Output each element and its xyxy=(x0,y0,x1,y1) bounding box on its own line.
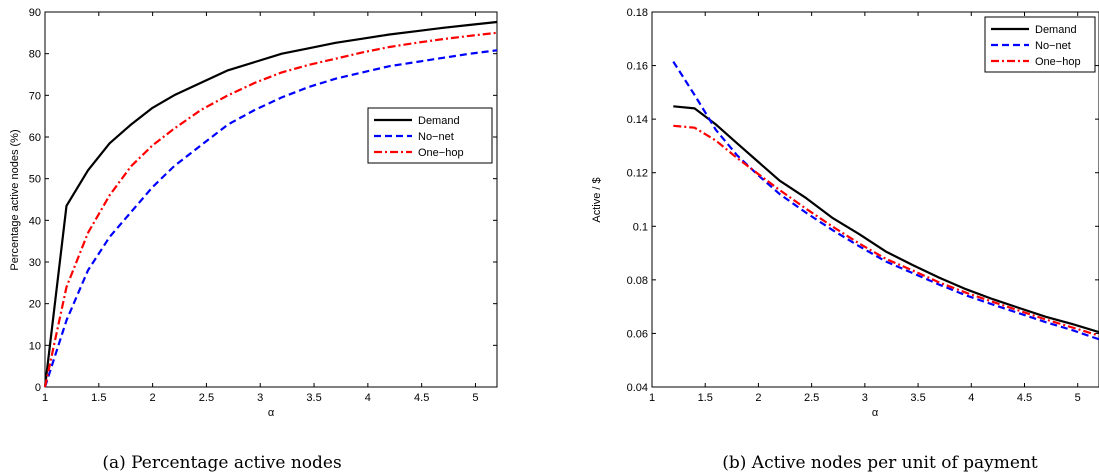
chart-panel-b: 1 1.5 2 2.5 3 3.5 4 4.5 5 0.04 0.06 0.08 0.1 0.12 0.14… xyxy=(591,7,1099,473)
x-tick-label: 1.5 xyxy=(698,392,713,404)
x-tick-label: 5 xyxy=(472,392,478,404)
y-tick-label: 0.14 xyxy=(627,114,648,126)
legend-label: Demand xyxy=(1035,24,1077,36)
series-line-one-hop xyxy=(43,31,498,388)
legend-a: Demand No−net One−hop xyxy=(367,107,493,164)
x-tick-label: 3 xyxy=(257,392,263,404)
x-tick-label: 1 xyxy=(649,392,655,404)
x-tick-label: 4 xyxy=(365,392,371,404)
legend-label: One−hop xyxy=(418,147,464,159)
y-tick-label: 0.06 xyxy=(627,328,648,340)
x-tick-label: 2.5 xyxy=(199,392,214,404)
x-tick-label: 1 xyxy=(42,392,48,404)
series-line-demand xyxy=(673,105,1099,334)
y-tick-label: 30 xyxy=(29,257,41,269)
y-tick-label: 40 xyxy=(29,215,41,227)
x-tick-label: 3.5 xyxy=(910,392,925,404)
legend-label: No−net xyxy=(1035,40,1071,52)
y-tick-label: 20 xyxy=(29,299,41,311)
y-tick-label: 10 xyxy=(29,340,41,352)
caption-a: (a) Percentage active nodes xyxy=(102,453,341,473)
x-tick-label: 4 xyxy=(968,392,974,404)
series-line-no-net xyxy=(672,61,1099,341)
series-lines-a xyxy=(43,20,498,388)
y-tick-label: 0.08 xyxy=(627,275,648,287)
series-line-no-net xyxy=(43,49,498,388)
y-tick-label: 0.1 xyxy=(633,221,648,233)
x-tick-label: 3 xyxy=(862,392,868,404)
y-tick-label: 50 xyxy=(29,174,41,186)
y-tick-label: 0.18 xyxy=(627,7,648,19)
x-tick-label: 5 xyxy=(1075,392,1081,404)
legend-label: Demand xyxy=(418,115,460,127)
legend-label: No−net xyxy=(418,131,454,143)
x-tick-label: 4.5 xyxy=(1017,392,1032,404)
x-tick-label: 3.5 xyxy=(306,392,321,404)
y-tick-label: 0.16 xyxy=(627,61,648,73)
y-axis-label-b: Active / $ xyxy=(591,177,603,222)
caption-b: (b) Active nodes per unit of payment xyxy=(722,453,1038,473)
x-tick-label: 2 xyxy=(755,392,761,404)
ticks-b: 1 1.5 2 2.5 3 3.5 4 4.5 5 0.04 0.06 0.08 0.1 0.12 0.14… xyxy=(627,7,1099,404)
plot-area-a xyxy=(44,11,498,388)
legend-b: Demand No−net One−hop xyxy=(984,16,1096,73)
series-lines-b xyxy=(672,61,1099,341)
x-tick-label: 4.5 xyxy=(414,392,429,404)
x-tick-label: 1.5 xyxy=(91,392,106,404)
legend-label: One−hop xyxy=(1035,56,1081,68)
x-tick-label: 2.5 xyxy=(804,392,819,404)
plot-area-b xyxy=(651,11,1099,388)
x-tick-label: 2 xyxy=(150,392,156,404)
y-tick-label: 0.04 xyxy=(627,382,648,394)
x-axis-label-a: α xyxy=(268,407,275,419)
y-tick-label: 80 xyxy=(29,49,41,61)
y-axis-label-a: Percentage active nodes (%) xyxy=(9,129,21,270)
x-axis-label-b: α xyxy=(872,407,879,419)
series-line-demand xyxy=(43,20,498,388)
y-tick-label: 70 xyxy=(29,90,41,102)
series-line-one-hop xyxy=(673,124,1099,337)
y-tick-label: 0 xyxy=(35,382,41,394)
y-tick-label: 0.12 xyxy=(627,168,648,180)
y-tick-label: 90 xyxy=(29,7,41,19)
y-tick-label: 60 xyxy=(29,132,41,144)
